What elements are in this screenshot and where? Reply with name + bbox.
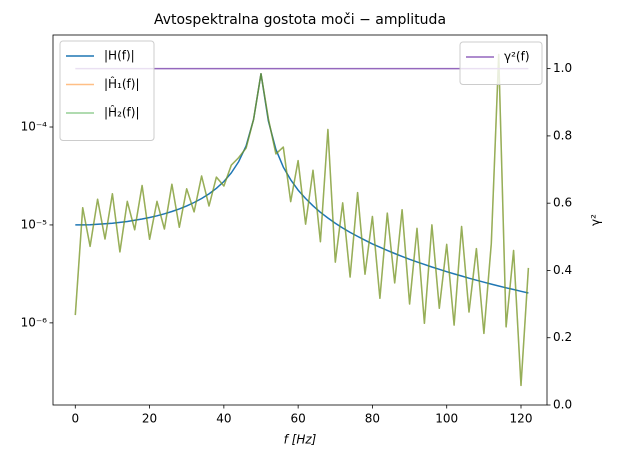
y-tick-label: 10⁻⁶ xyxy=(21,315,48,329)
legend-box xyxy=(459,41,543,85)
chart-title: Avtospektralna gostota moči − amplituda xyxy=(154,12,446,28)
y2-axis-label: γ² xyxy=(589,214,603,226)
x-tick-label: 120 xyxy=(510,412,533,426)
legend-label: γ²(f) xyxy=(504,50,530,64)
x-tick-label: 40 xyxy=(216,412,231,426)
legend-label: |H(f)| xyxy=(104,49,135,63)
legend-label: |Ĥ₂(f)| xyxy=(104,105,140,120)
x-tick-label: 60 xyxy=(291,412,306,426)
y-tick-label: 10⁻⁴ xyxy=(21,120,48,134)
x-tick-label: 100 xyxy=(435,412,458,426)
y2-tick-label: 1.0 xyxy=(553,61,572,75)
legend-label: |Ĥ₁(f)| xyxy=(104,76,140,91)
series-line xyxy=(74,53,530,387)
y2-tick-label: 0.8 xyxy=(553,128,572,142)
x-tick-label: 20 xyxy=(142,412,157,426)
y2-tick-label: 0.6 xyxy=(553,196,572,210)
y-tick-label: 10⁻⁵ xyxy=(21,217,48,231)
plot-frame xyxy=(52,34,548,406)
x-axis-label: f [Hz] xyxy=(284,433,317,447)
x-tick-label: 0 xyxy=(71,412,79,426)
y2-tick-label: 0.2 xyxy=(553,330,572,344)
y2-tick-label: 0.0 xyxy=(553,398,572,412)
y2-tick-label: 0.4 xyxy=(553,263,572,277)
legend-box xyxy=(59,40,155,141)
x-tick-label: 80 xyxy=(365,412,380,426)
